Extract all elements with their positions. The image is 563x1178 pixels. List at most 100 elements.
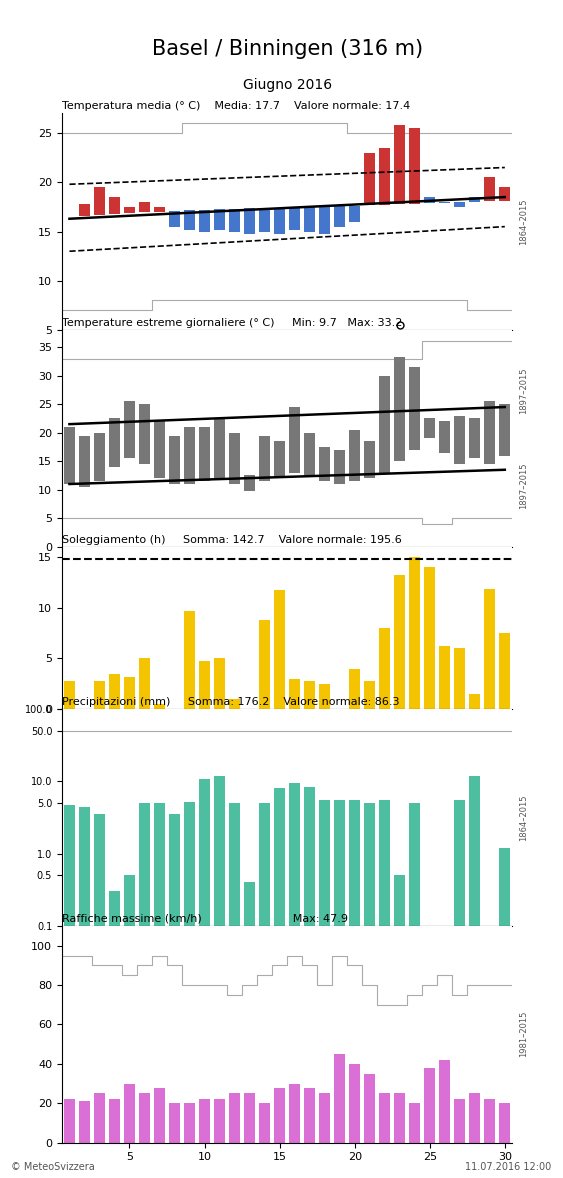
Bar: [484, 1099, 495, 1143]
Bar: [304, 432, 315, 476]
Text: 11.07.2016 12:00: 11.07.2016 12:00: [466, 1163, 552, 1172]
Text: Precipitazioni (mm)     Somma: 176.2    Valore normale: 86.3: Precipitazioni (mm) Somma: 176.2 Valore …: [62, 697, 399, 707]
Bar: [229, 803, 240, 1178]
Bar: [79, 1101, 90, 1143]
Bar: [79, 204, 90, 216]
Text: © MeteoSvizzera: © MeteoSvizzera: [11, 1163, 95, 1172]
Bar: [304, 207, 315, 232]
Text: Temperatura media (° C)    Media: 17.7    Valore normale: 17.4: Temperatura media (° C) Media: 17.7 Valo…: [62, 101, 410, 111]
Bar: [499, 848, 511, 1178]
Bar: [289, 207, 300, 230]
Text: 1897–2015: 1897–2015: [519, 463, 528, 509]
Bar: [139, 201, 150, 212]
Text: 1864–2015: 1864–2015: [519, 198, 528, 245]
Bar: [154, 422, 165, 478]
Bar: [229, 432, 240, 484]
Bar: [274, 788, 285, 1178]
Bar: [364, 681, 376, 709]
Bar: [439, 422, 450, 452]
Bar: [199, 210, 210, 232]
Bar: [334, 1054, 345, 1143]
Bar: [379, 1093, 390, 1143]
Bar: [109, 197, 120, 214]
Bar: [154, 207, 165, 212]
Bar: [499, 187, 511, 201]
Bar: [229, 209, 240, 232]
Bar: [484, 589, 495, 709]
Bar: [289, 408, 300, 472]
Text: Temperature estreme giornaliere (° C)     Min: 9.7   Max: 33.2: Temperature estreme giornaliere (° C) Mi…: [62, 318, 403, 327]
Bar: [349, 669, 360, 709]
Bar: [349, 206, 360, 221]
Bar: [139, 1093, 150, 1143]
Bar: [469, 1093, 480, 1143]
Bar: [274, 207, 285, 233]
Bar: [229, 1093, 240, 1143]
Bar: [379, 147, 390, 205]
Bar: [259, 803, 270, 1178]
Bar: [214, 418, 225, 478]
Bar: [169, 211, 180, 226]
Bar: [469, 776, 480, 1178]
Bar: [259, 207, 270, 232]
Bar: [154, 1087, 165, 1143]
Bar: [424, 418, 435, 438]
Bar: [349, 1064, 360, 1143]
Bar: [334, 450, 345, 484]
Bar: [184, 802, 195, 1178]
Bar: [244, 476, 255, 491]
Bar: [469, 418, 480, 458]
Bar: [154, 704, 165, 709]
Bar: [274, 442, 285, 478]
Bar: [64, 426, 75, 484]
Bar: [364, 153, 376, 205]
Bar: [214, 209, 225, 230]
Bar: [319, 684, 330, 709]
Text: 1897–2015: 1897–2015: [519, 368, 528, 413]
Bar: [169, 1104, 180, 1143]
Bar: [259, 1104, 270, 1143]
Bar: [454, 648, 466, 709]
Bar: [109, 418, 120, 466]
Text: Basel / Binningen (316 m): Basel / Binningen (316 m): [151, 39, 423, 59]
Bar: [94, 187, 105, 214]
Bar: [454, 416, 466, 464]
Bar: [304, 681, 315, 709]
Bar: [199, 1099, 210, 1143]
Bar: [484, 178, 495, 201]
Bar: [319, 800, 330, 1178]
Bar: [274, 590, 285, 709]
Bar: [184, 1104, 195, 1143]
Bar: [94, 1093, 105, 1143]
Bar: [379, 628, 390, 709]
Bar: [454, 1099, 466, 1143]
Bar: [169, 436, 180, 484]
Bar: [439, 647, 450, 709]
Bar: [454, 800, 466, 1178]
Bar: [319, 1093, 330, 1143]
Bar: [409, 803, 421, 1178]
Bar: [124, 207, 135, 213]
Bar: [289, 679, 300, 709]
Bar: [379, 800, 390, 1178]
Bar: [469, 694, 480, 709]
Bar: [409, 1104, 421, 1143]
Bar: [274, 1087, 285, 1143]
Text: 1981–2015: 1981–2015: [519, 1011, 528, 1058]
Bar: [364, 803, 376, 1178]
Bar: [289, 783, 300, 1178]
Bar: [124, 1084, 135, 1143]
Bar: [199, 661, 210, 709]
Bar: [94, 432, 105, 481]
Bar: [409, 128, 421, 204]
Bar: [124, 875, 135, 1178]
Bar: [319, 446, 330, 481]
Bar: [214, 776, 225, 1178]
Bar: [454, 201, 466, 207]
Bar: [349, 430, 360, 481]
Bar: [184, 610, 195, 709]
Bar: [394, 125, 405, 204]
Bar: [259, 620, 270, 709]
Bar: [244, 1093, 255, 1143]
Bar: [484, 402, 495, 464]
